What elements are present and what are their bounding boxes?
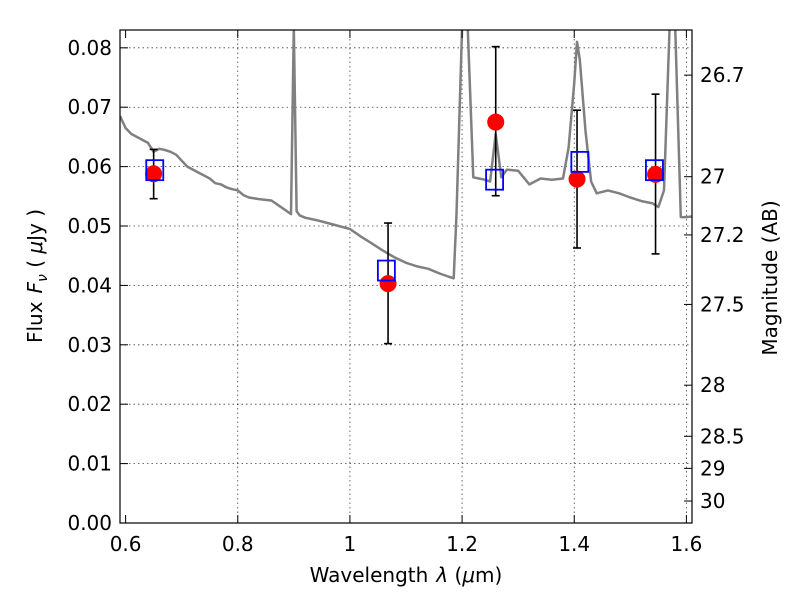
model-photometry-square: [376, 259, 396, 282]
y2-tick-label: 27.5: [700, 292, 745, 316]
plot-frame: [119, 29, 693, 524]
observed-point: [568, 170, 586, 188]
model-photometry-square: [485, 168, 505, 191]
observed-point: [379, 275, 397, 293]
y-tick-label: 0.06: [67, 155, 112, 179]
x-tick-label: 0.8: [222, 532, 254, 556]
y-tick-label: 0.08: [67, 36, 112, 60]
model-photometry-square: [645, 159, 664, 182]
y-tick-label: 0.07: [67, 95, 112, 119]
axis-ticks: 0.6 0.8 1 1.2 1.4 1.6 0.00 0.01 0.02 0.03 0.04 0.05…: [67, 30, 745, 556]
x-axis-label: Wavelength λ (μm): [310, 563, 503, 587]
y2-axis-label: Magnitude (AB): [758, 200, 782, 355]
y2-tick-label: 26.7: [700, 63, 745, 87]
x-tick-label: 1.6: [670, 532, 702, 556]
grid-lines: [120, 30, 692, 523]
x-tick-label: 0.6: [110, 532, 142, 556]
x-tick-label: 1.4: [558, 532, 590, 556]
y2-tick-label: 30: [700, 489, 725, 513]
y2-tick-label: 28: [700, 373, 725, 397]
y2-tick-label: 27.2: [700, 223, 745, 247]
y2-tick-label: 28.5: [700, 424, 745, 448]
y-tick-label: 0.04: [67, 273, 112, 297]
model-spectrum-line: [120, 30, 692, 280]
y-tick-label: 0.01: [67, 452, 112, 476]
y-axis-label: FluxFν ( μJy ): [23, 209, 51, 343]
y-tick-label: 0.00: [67, 511, 112, 535]
y-tick-label: 0.03: [67, 333, 112, 357]
plot-area: [120, 30, 692, 345]
observed-point: [487, 113, 505, 131]
model-photometry-square: [570, 150, 590, 173]
y2-tick-label: 29: [700, 456, 725, 480]
y-tick-label: 0.02: [67, 392, 112, 416]
model-photometry-square: [145, 159, 165, 182]
x-tick-label: 1: [344, 532, 357, 556]
y2-tick-label: 27: [700, 165, 725, 189]
x-tick-label: 1.2: [446, 532, 478, 556]
y-tick-label: 0.05: [67, 214, 112, 238]
